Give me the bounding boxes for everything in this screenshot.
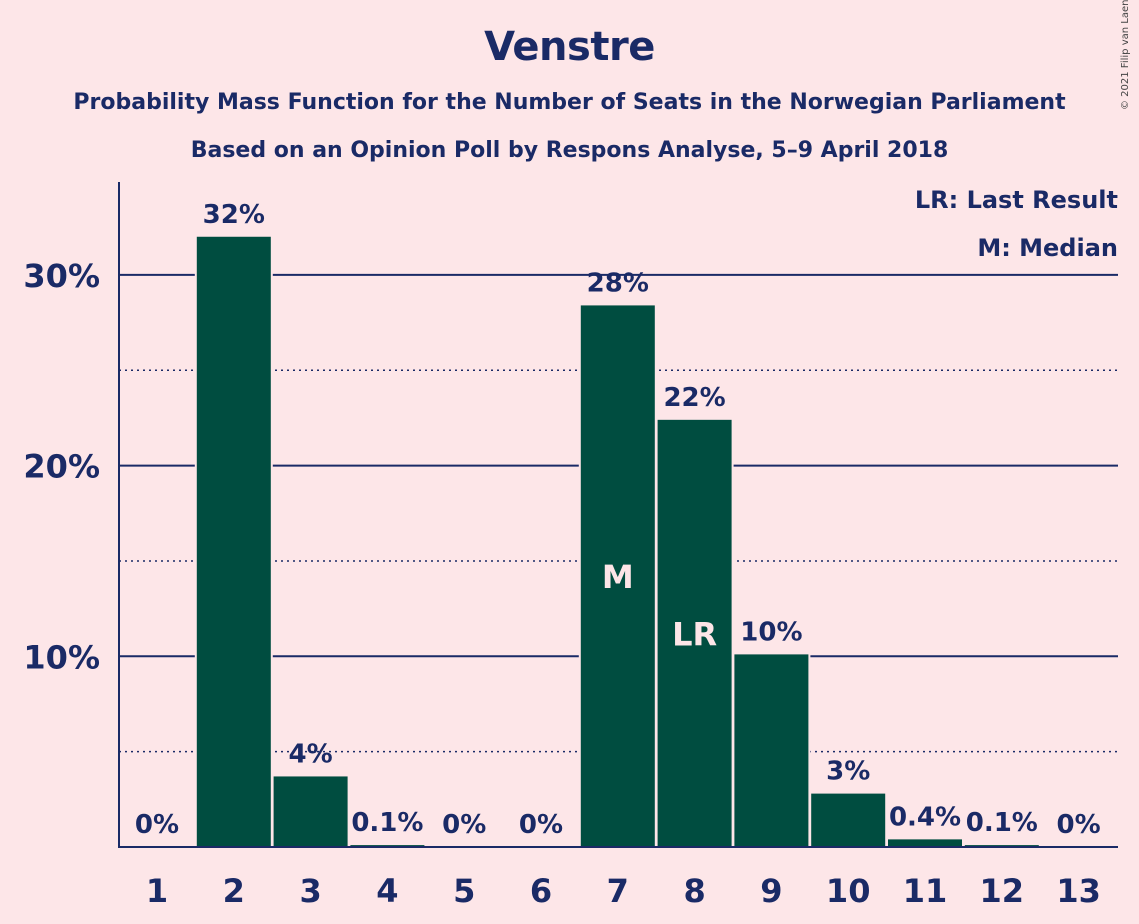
x-tick-label: 3 [299, 872, 321, 910]
x-tick-label: 13 [1056, 872, 1101, 910]
data-label: 0.1% [966, 808, 1038, 838]
data-label: 28% [587, 268, 649, 298]
data-label: 0% [1057, 810, 1101, 840]
data-label: 0.4% [889, 802, 961, 832]
y-tick-label: 30% [23, 257, 100, 295]
bar-marker-label: M [602, 558, 634, 596]
x-tick-label: 6 [530, 872, 552, 910]
legend-median: M: Median [977, 234, 1118, 262]
bar [734, 654, 809, 847]
bar [273, 776, 348, 847]
bar [580, 305, 655, 847]
data-label: 22% [663, 383, 725, 413]
x-tick-label: 7 [607, 872, 629, 910]
y-tick-label: 10% [23, 638, 100, 676]
bar [657, 419, 732, 847]
legend-last-result: LR: Last Result [914, 186, 1118, 214]
x-tick-label: 11 [903, 872, 948, 910]
chart-subtitle: Probability Mass Function for the Number… [73, 90, 1066, 115]
x-tick-label: 2 [223, 872, 245, 910]
bar [196, 236, 271, 847]
x-tick-label: 1 [146, 872, 168, 910]
x-tick-label: 5 [453, 872, 475, 910]
x-tick-label: 9 [760, 872, 782, 910]
bar-gap [962, 843, 1041, 847]
data-label: 0% [135, 810, 179, 840]
data-label: 0.1% [351, 808, 423, 838]
x-tick-label: 8 [683, 872, 705, 910]
bar-gap [348, 843, 427, 847]
data-label: 0% [519, 810, 563, 840]
data-label: 32% [203, 200, 265, 230]
y-tick-label: 20% [23, 448, 100, 486]
bar [888, 839, 962, 847]
x-tick-label: 12 [980, 872, 1025, 910]
chart-title: Venstre [484, 24, 655, 70]
x-tick-label: 4 [376, 872, 398, 910]
x-tick-label: 10 [826, 872, 871, 910]
chart-subtitle-source: Based on an Opinion Poll by Respons Anal… [190, 138, 949, 163]
data-label: 10% [740, 617, 802, 647]
data-label: 3% [826, 757, 870, 787]
bar [811, 793, 886, 847]
bar-marker-label: LR [672, 615, 717, 653]
data-label: 0% [442, 810, 486, 840]
data-label: 4% [289, 739, 333, 769]
